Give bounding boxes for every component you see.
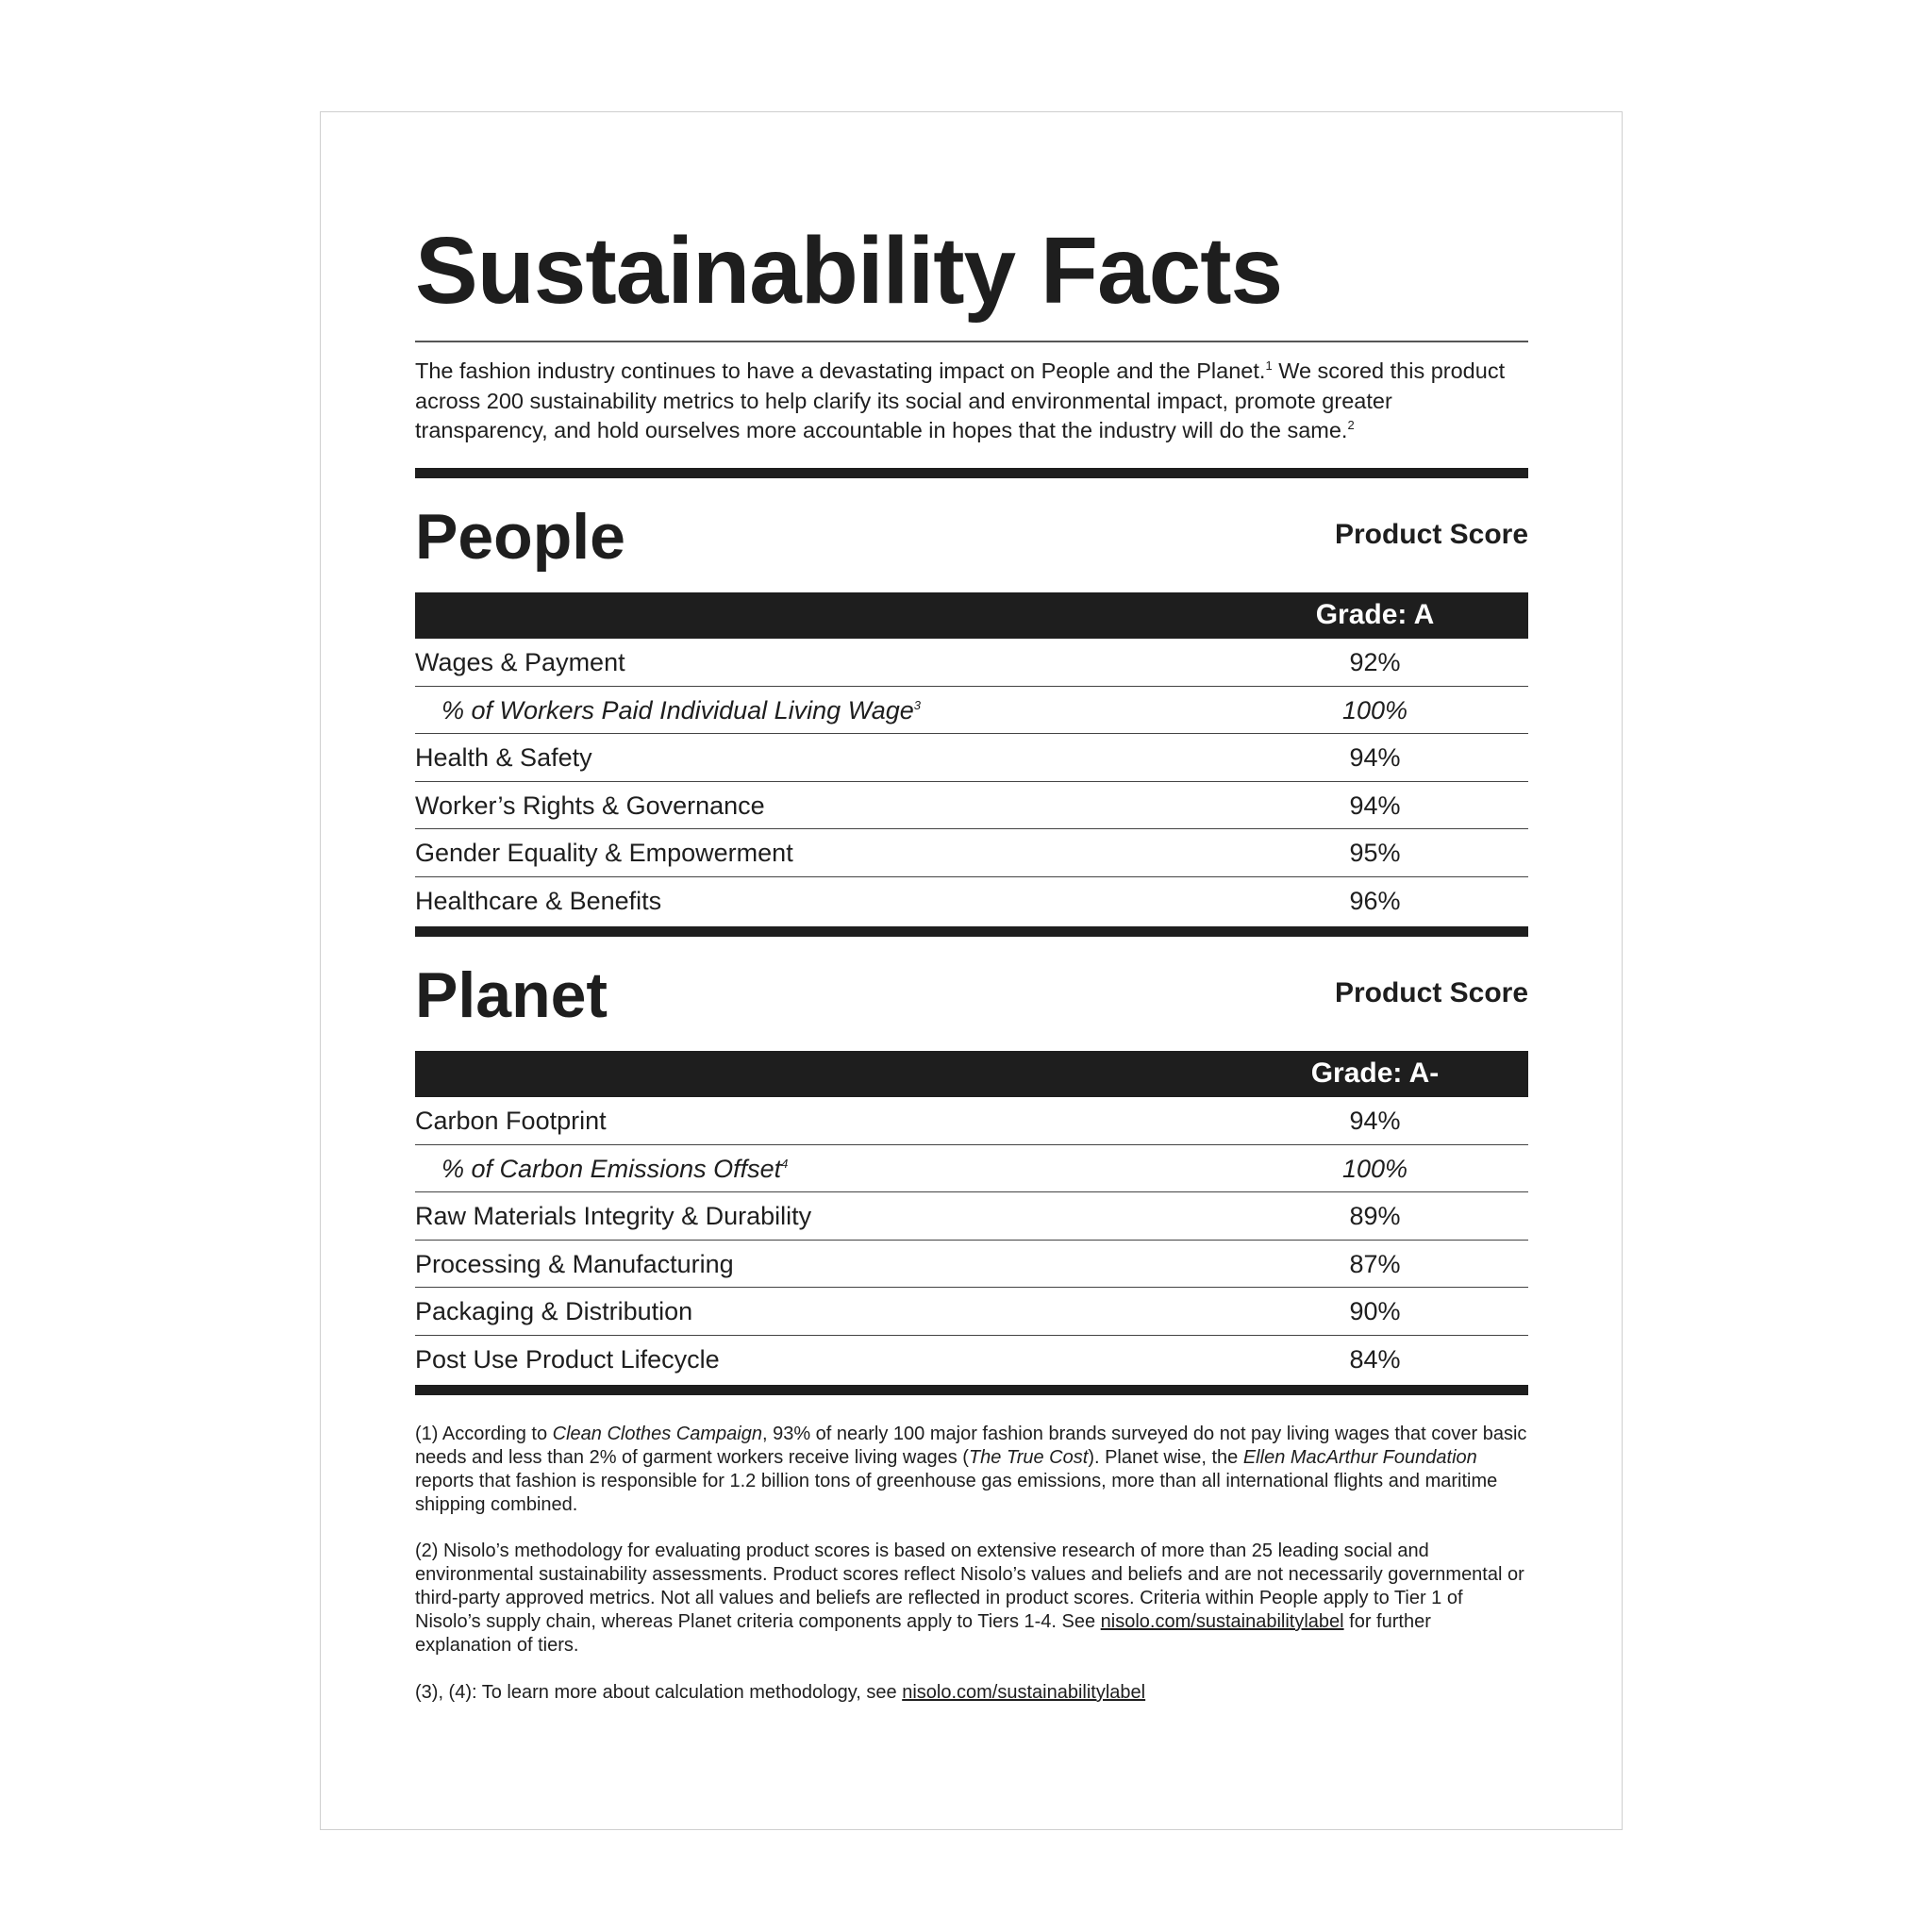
metric-label: Carbon Footprint: [415, 1107, 607, 1135]
metric-score: 94%: [1349, 791, 1401, 820]
section-divider: [415, 1385, 1528, 1395]
footnote-ref: 2: [1347, 418, 1355, 433]
metric-label: Wages & Payment: [415, 648, 625, 676]
metric-label: Post Use Product Lifecycle: [415, 1344, 720, 1374]
people-table: Wages & Payment 92% % of Workers Paid Indi…: [415, 639, 1528, 924]
sustainability-label-link[interactable]: nisolo.com/sustainabilitylabel: [1100, 1611, 1344, 1632]
metric-score: 87%: [1349, 1249, 1401, 1278]
footnote-3-4: (3), (4): To learn more about calculatio…: [415, 1682, 1146, 1703]
metric-label: Processing & Manufacturing: [415, 1249, 734, 1278]
footnote-1: (1) According to Clean Clothes Campaign,…: [415, 1424, 1527, 1515]
table-row: Post Use Product Lifecycle 84%: [415, 1336, 1528, 1384]
intro-text: The fashion industry continues to have a…: [415, 358, 1506, 442]
metric-score: 84%: [1349, 1344, 1401, 1374]
divider: [415, 341, 1528, 342]
people-grade-bar: Grade: A: [415, 592, 1528, 639]
metric-score: 100%: [1341, 1154, 1408, 1183]
people-grade: Grade: A: [1315, 599, 1435, 630]
sustainability-label-link[interactable]: nisolo.com/sustainabilitylabel: [902, 1682, 1146, 1703]
table-row: Gender Equality & Empowerment 95%: [415, 829, 1528, 877]
section-divider: [415, 926, 1528, 937]
metric-label: % of Workers Paid Individual Living Wage…: [441, 695, 921, 724]
footnote-ref: 3: [913, 697, 921, 712]
table-row: Worker’s Rights & Governance 94%: [415, 782, 1528, 829]
people-score-header: Product Score: [1334, 519, 1529, 550]
table-row: % of Workers Paid Individual Living Wage…: [415, 687, 1528, 734]
table-row: Healthcare & Benefits 96%: [415, 877, 1528, 925]
metric-score: 96%: [1349, 886, 1401, 915]
metric-label: % of Carbon Emissions Offset4: [441, 1154, 789, 1183]
people-heading: People: [415, 501, 625, 573]
section-divider: [415, 468, 1528, 478]
footnote-ref: 4: [781, 1156, 789, 1171]
metric-score: 89%: [1349, 1202, 1401, 1230]
planet-table: Carbon Footprint 94% % of Carbon Emissions…: [415, 1097, 1528, 1383]
metric-label: Health & Safety: [415, 743, 592, 772]
metric-label: Healthcare & Benefits: [415, 886, 662, 915]
metric-label: Worker’s Rights & Governance: [415, 791, 765, 820]
table-row: Processing & Manufacturing 87%: [415, 1241, 1528, 1288]
metric-label: Raw Materials Integrity & Durability: [415, 1202, 812, 1230]
label-page: [320, 111, 1623, 1830]
metric-label: Gender Equality & Empowerment: [415, 839, 793, 867]
planet-score-header: Product Score: [1334, 977, 1529, 1008]
table-row: Health & Safety 94%: [415, 734, 1528, 782]
planet-grade: Grade: A-: [1310, 1058, 1440, 1089]
planet-grade-bar: Grade: A-: [415, 1051, 1528, 1097]
table-row: Wages & Payment 92%: [415, 639, 1528, 687]
metric-score: 100%: [1341, 695, 1408, 724]
table-row: % of Carbon Emissions Offset4 100%: [415, 1145, 1528, 1192]
metric-score: 94%: [1349, 743, 1401, 772]
metric-score: 94%: [1349, 1107, 1401, 1135]
page-title: Sustainability Facts: [415, 218, 1283, 324]
table-row: Packaging & Distribution 90%: [415, 1288, 1528, 1336]
table-row: Carbon Footprint 94%: [415, 1097, 1528, 1145]
footnote-ref: 1: [1265, 358, 1273, 374]
metric-label: Packaging & Distribution: [415, 1297, 693, 1325]
metric-score: 92%: [1349, 648, 1401, 676]
footnote-2: (2) Nisolo’s methodology for evaluating …: [415, 1541, 1524, 1656]
table-row: Raw Materials Integrity & Durability 89%: [415, 1192, 1528, 1241]
metric-score: 95%: [1349, 839, 1401, 867]
metric-score: 90%: [1349, 1297, 1401, 1325]
planet-heading: Planet: [415, 959, 608, 1031]
